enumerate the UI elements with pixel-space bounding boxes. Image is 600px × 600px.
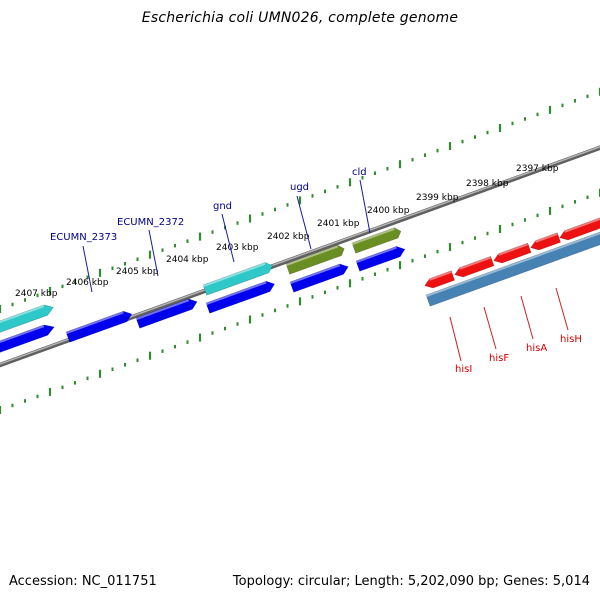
gene-ecumn-2373 bbox=[65, 310, 133, 343]
gene-leader-line bbox=[520, 295, 534, 340]
gene-ecumn-2372 bbox=[135, 298, 198, 329]
genome-stats: Topology: circular; Length: 5,202,090 bp… bbox=[232, 574, 590, 589]
gene-blue-cld bbox=[355, 246, 406, 272]
gene-hisH-red bbox=[530, 232, 561, 251]
kbp-label: 2399 kbp bbox=[416, 193, 459, 203]
map-layer: 2397 kbp 2398 kbp 2399 kbp 2400 kbp 2401 kbp… bbox=[0, 87, 600, 414]
gene-label: hisA bbox=[526, 343, 547, 354]
gene-gnd bbox=[202, 262, 274, 296]
kbp-label: 2403 kbp bbox=[216, 243, 259, 253]
genome-title: Escherichia coli UMN026, complete genome bbox=[141, 10, 459, 26]
gene-label: hisF bbox=[489, 353, 509, 364]
kbp-label: 2400 kbp bbox=[367, 206, 410, 216]
gene-cyan-left bbox=[0, 304, 54, 333]
gene-leader-line bbox=[449, 316, 462, 362]
gene-label: hisH bbox=[560, 334, 582, 345]
gene-label: hisI bbox=[455, 364, 472, 375]
gene-hisF-red bbox=[454, 256, 495, 278]
gene-blue-ugd bbox=[289, 263, 349, 293]
kbp-label: 2402 kbp bbox=[267, 232, 310, 242]
gene-leader-line bbox=[82, 245, 93, 293]
kbp-label: 2407 kbp bbox=[15, 289, 58, 299]
gene-blue-left bbox=[0, 324, 55, 353]
gene-label: gnd bbox=[213, 201, 232, 212]
lower-ruler bbox=[0, 188, 600, 414]
gene-leader-line bbox=[296, 195, 312, 250]
gene-label: ugd bbox=[290, 182, 309, 193]
gene-leader-line bbox=[221, 213, 235, 263]
gene-label: ECUMN_2372 bbox=[117, 217, 184, 228]
kbp-label: 2404 kbp bbox=[166, 255, 209, 265]
gene-leader-line bbox=[555, 287, 569, 331]
gene-ugd bbox=[285, 244, 345, 275]
accession-label: Accession: NC_011751 bbox=[9, 574, 157, 589]
kbp-label: 2405 kbp bbox=[116, 267, 159, 277]
gene-leader-line bbox=[483, 306, 497, 350]
gene-steel-band bbox=[425, 231, 600, 307]
gene-red-right bbox=[559, 217, 600, 241]
kbp-label: 2398 kbp bbox=[466, 179, 509, 189]
gene-hisA-red bbox=[493, 242, 532, 264]
gene-label: cld bbox=[352, 167, 367, 178]
gene-hisI-red bbox=[424, 270, 455, 289]
kbp-label: 2397 kbp bbox=[516, 164, 559, 174]
kbp-label: 2406 kbp bbox=[66, 278, 109, 288]
gene-cld bbox=[351, 227, 402, 254]
kbp-label: 2401 kbp bbox=[317, 219, 360, 229]
gene-leader-line bbox=[359, 179, 371, 234]
gene-blue-center bbox=[205, 280, 276, 314]
upper-ruler bbox=[0, 87, 600, 313]
gene-leader-line bbox=[148, 229, 159, 277]
gene-label: ECUMN_2373 bbox=[50, 232, 117, 243]
